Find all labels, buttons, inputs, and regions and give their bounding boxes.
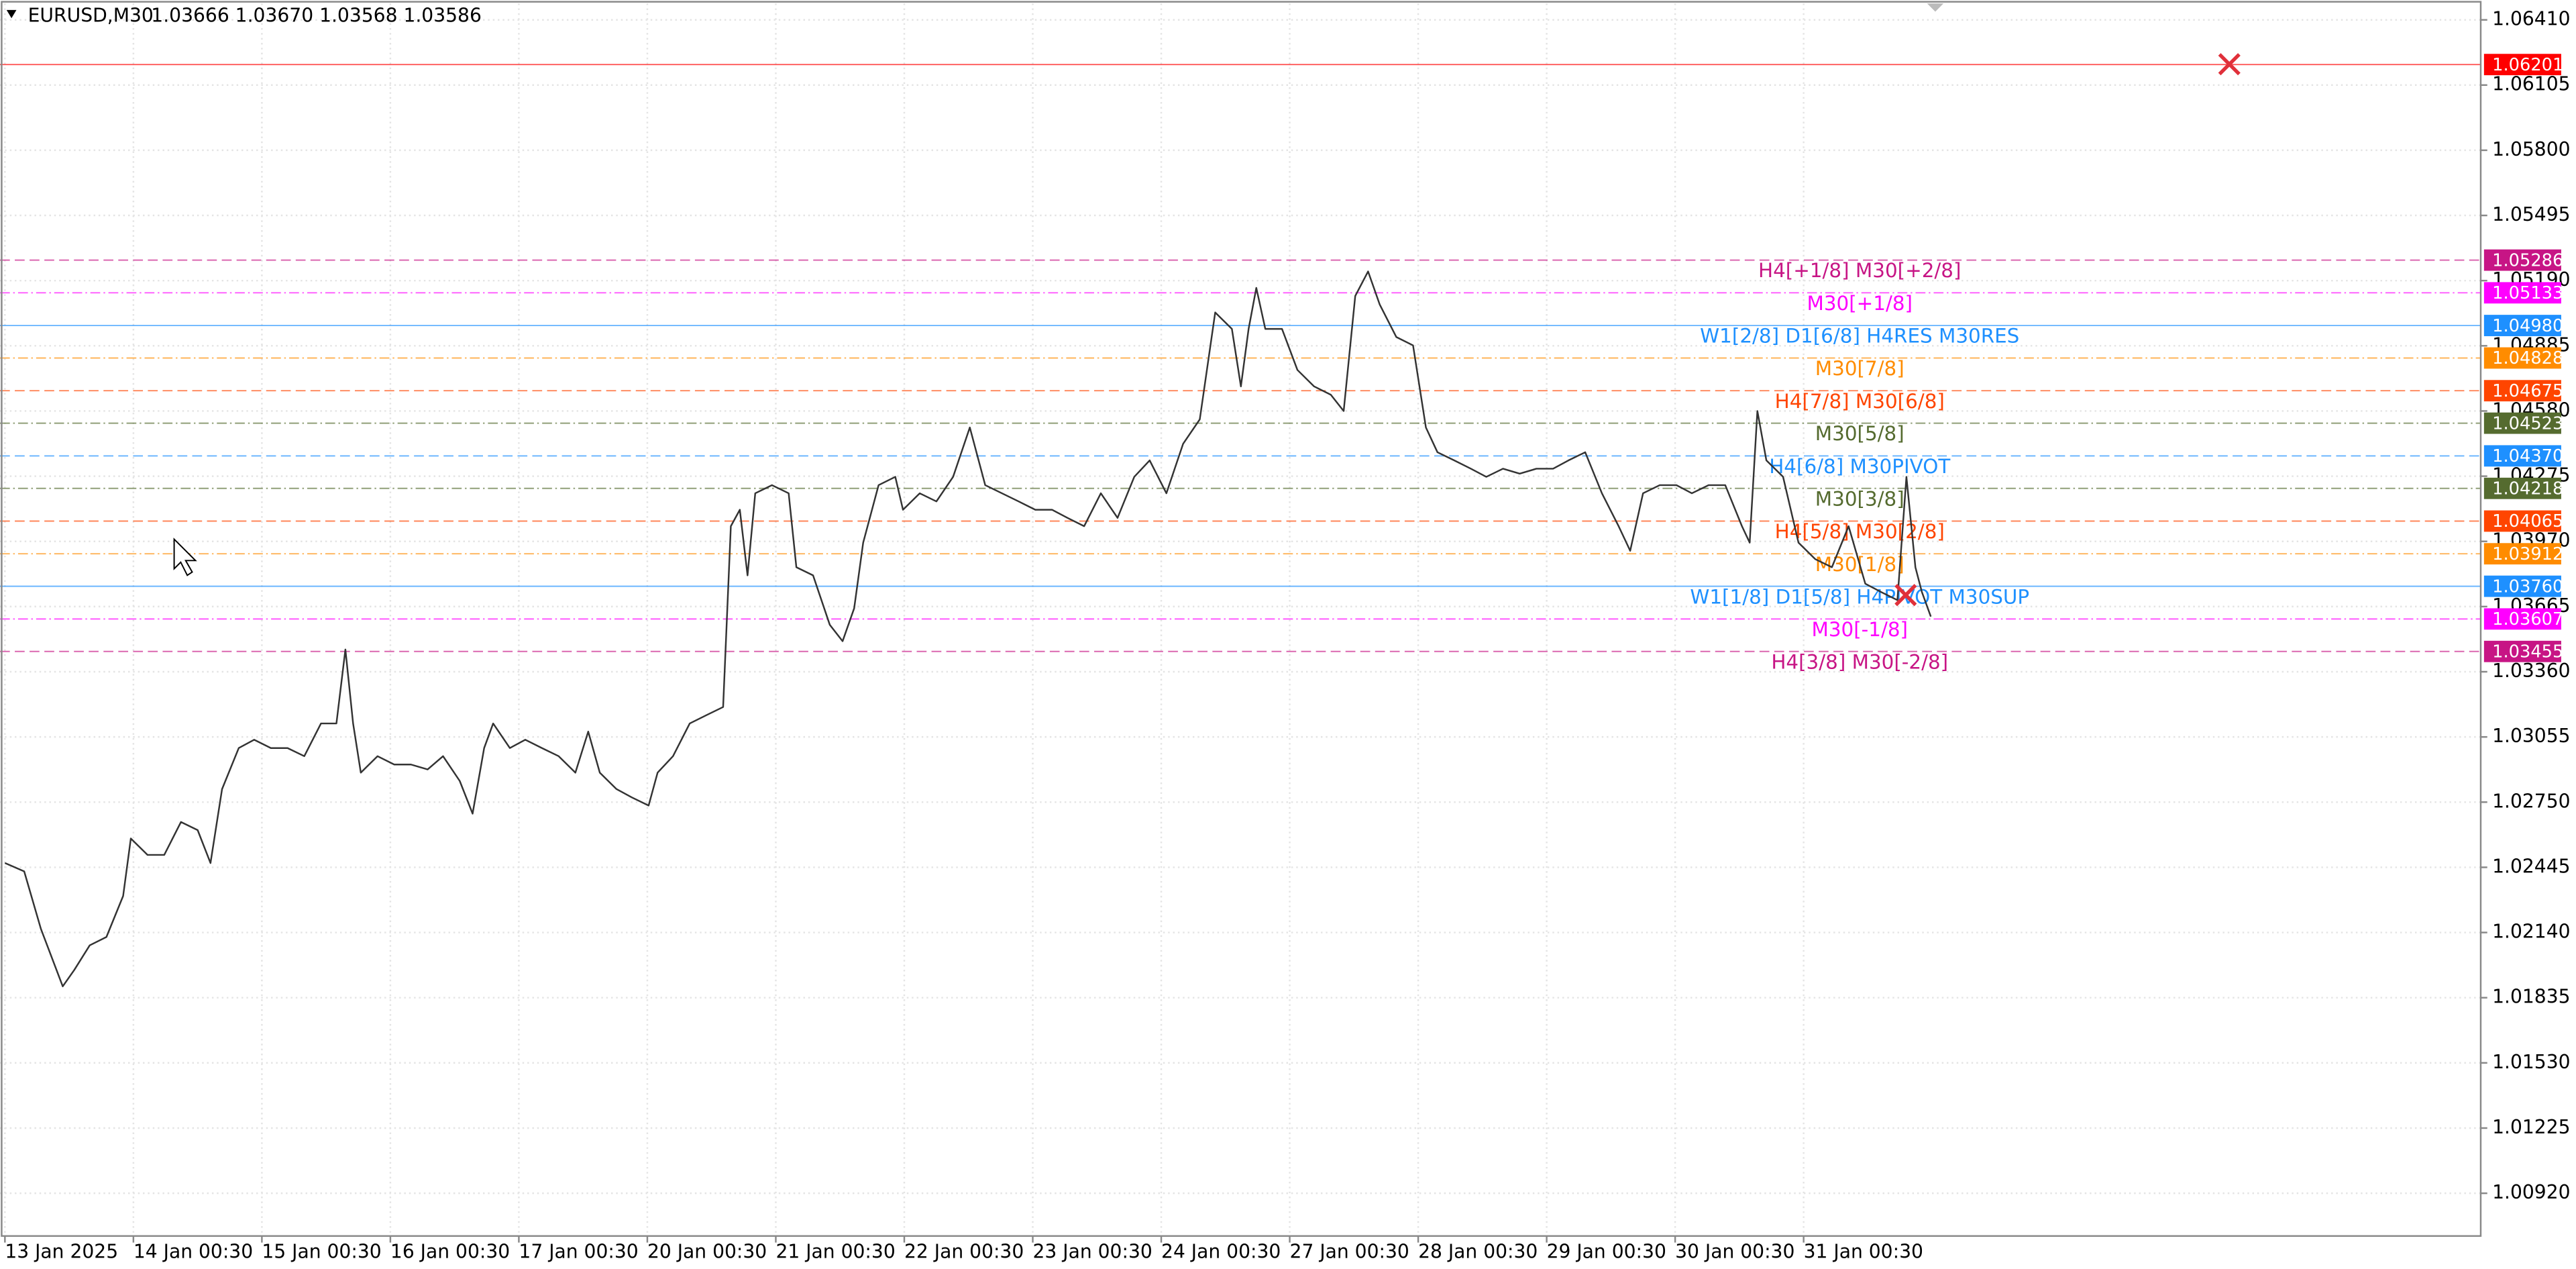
price-badge xyxy=(2483,640,2561,662)
price-badge xyxy=(2483,380,2561,402)
x-tick-label: 14 Jan 00:30 xyxy=(133,1240,253,1262)
price-badge-label: 1.04218 xyxy=(2492,478,2563,499)
x-tick-label: 23 Jan 00:30 xyxy=(1033,1240,1152,1262)
x-tick-label: 22 Jan 00:30 xyxy=(904,1240,1024,1262)
levels: H4[+1/8] M30[+2/8] M30[+1/8] W1[2/8] D1[6/… xyxy=(0,64,2481,673)
price-badge-label: 1.06201 xyxy=(2492,55,2563,75)
y-tick-label: 1.02750 xyxy=(2492,790,2570,812)
y-tick-label: 1.03360 xyxy=(2492,660,2570,682)
y-tick-label: 1.03055 xyxy=(2492,725,2570,747)
level-label: W1[2/8] D1[6/8] H4RES M30RES xyxy=(1700,325,2019,348)
price-badge xyxy=(2483,608,2561,630)
y-tick-label: 1.02445 xyxy=(2492,855,2570,877)
x-tick-label: 24 Jan 00:30 xyxy=(1161,1240,1281,1262)
price-badge-label: 1.04675 xyxy=(2492,381,2563,401)
y-tick-label: 1.06410 xyxy=(2492,8,2570,30)
price-badge-label: 1.05286 xyxy=(2492,250,2563,270)
x-tick-label: 17 Jan 00:30 xyxy=(519,1240,638,1262)
price-badge xyxy=(2483,412,2561,434)
level-label: H4[5/8] M30[2/8] xyxy=(1775,520,1945,543)
level-label: M30[7/8] xyxy=(1815,357,1904,380)
close-marker xyxy=(2218,53,2241,76)
level-label: M30[5/8] xyxy=(1815,422,1904,445)
mouse-cursor xyxy=(173,538,197,576)
price-badge-label: 1.05133 xyxy=(2492,283,2563,303)
price-badge xyxy=(2483,477,2561,499)
x-tick-label: 15 Jan 00:30 xyxy=(262,1240,381,1262)
price-badge-label: 1.04828 xyxy=(2492,348,2563,368)
price-badge-label: 1.04980 xyxy=(2492,316,2563,336)
price-badge xyxy=(2483,249,2561,271)
x-tick-label: 27 Jan 00:30 xyxy=(1290,1240,1409,1262)
price-badge xyxy=(2483,445,2561,467)
y-tick-label: 1.05800 xyxy=(2492,138,2570,160)
y-tick-label: 1.01835 xyxy=(2492,986,2570,1008)
price-badge-label: 1.03912 xyxy=(2492,544,2563,564)
x-tick-label: 29 Jan 00:30 xyxy=(1547,1240,1666,1262)
y-tick-label: 1.05495 xyxy=(2492,203,2570,225)
price-badge xyxy=(2483,347,2561,369)
price-badge-label: 1.03760 xyxy=(2492,576,2563,597)
level-label: M30[+1/8] xyxy=(1807,292,1913,315)
x-tick-label: 28 Jan 00:30 xyxy=(1418,1240,1538,1262)
level-label: M30[-1/8] xyxy=(1811,618,1908,641)
price-badge-label: 1.03455 xyxy=(2492,642,2563,662)
y-tick-label: 1.01530 xyxy=(2492,1051,2570,1073)
x-tick-label: 31 Jan 00:30 xyxy=(1804,1240,1923,1262)
level-label: W1[1/8] D1[5/8] H4PIVOT M30SUP xyxy=(1690,585,2029,608)
level-label: H4[7/8] M30[6/8] xyxy=(1775,390,1945,413)
price-badge-label: 1.04523 xyxy=(2492,413,2563,434)
price-badge xyxy=(2483,510,2561,532)
price-badge-label: 1.03607 xyxy=(2492,609,2563,629)
price-badge xyxy=(2483,543,2561,565)
level-label: H4[3/8] M30[-2/8] xyxy=(1771,650,1948,673)
symbol: EURUSD,M30 xyxy=(28,5,154,27)
x-tick-label: 16 Jan 00:30 xyxy=(390,1240,510,1262)
y-tick-label: 1.06105 xyxy=(2492,73,2570,95)
price-badge xyxy=(2483,54,2561,76)
price-badge-label: 1.04370 xyxy=(2492,446,2563,466)
price-badge xyxy=(2483,282,2561,304)
axes: 1.064101.061051.058001.054951.051901.048… xyxy=(4,8,2571,1262)
price-line xyxy=(4,270,1932,988)
x-tick-label: 13 Jan 2025 xyxy=(5,1240,118,1262)
x-tick-label: 20 Jan 00:30 xyxy=(647,1240,767,1262)
price-badge-label: 1.04065 xyxy=(2492,511,2563,531)
y-tick-label: 1.00920 xyxy=(2492,1181,2570,1203)
close-marker xyxy=(1894,584,1917,607)
level-label: H4[+1/8] M30[+2/8] xyxy=(1758,259,1961,282)
shift-marker xyxy=(1927,3,1944,12)
price-badge xyxy=(2483,315,2561,336)
x-tick-label: 30 Jan 00:30 xyxy=(1675,1240,1794,1262)
level-label: H4[6/8] M30PIVOT xyxy=(1769,455,1951,478)
y-tick-label: 1.02140 xyxy=(2492,921,2570,943)
symbol-menu[interactable] xyxy=(6,9,17,19)
x-tick-label: 21 Jan 00:30 xyxy=(775,1240,895,1262)
level-label: M30[3/8] xyxy=(1815,487,1904,510)
plot-frame xyxy=(1,1,2482,1237)
ohlc: 1.03666 1.03670 1.03568 1.03586 xyxy=(151,5,482,27)
grid xyxy=(0,3,2481,1236)
plot xyxy=(4,270,1932,988)
y-tick-label: 1.01225 xyxy=(2492,1116,2570,1138)
price-badge xyxy=(2483,575,2561,597)
